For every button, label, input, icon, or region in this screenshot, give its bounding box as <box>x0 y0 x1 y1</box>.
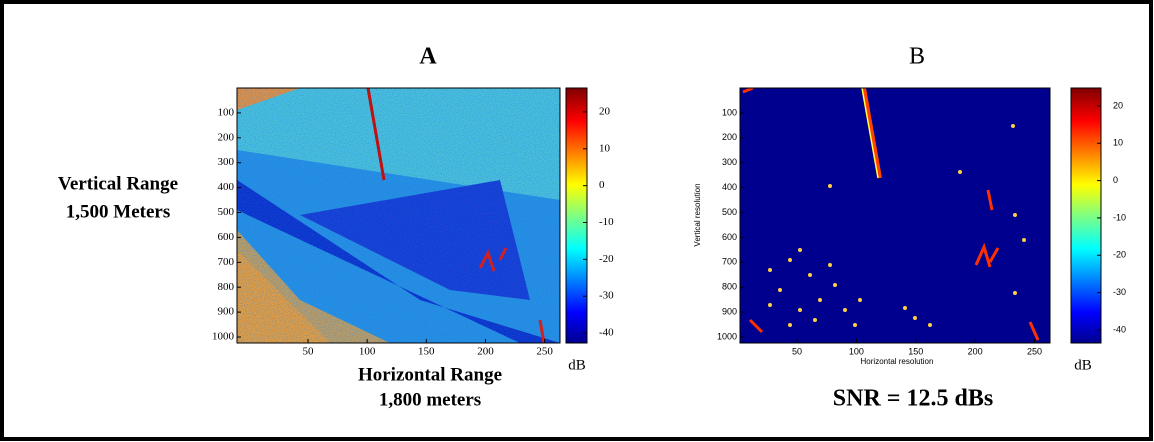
colorbar-unit: dB <box>568 357 586 373</box>
axes-box <box>236 87 561 344</box>
colorbar-tick-label: 20 <box>599 105 611 117</box>
row-label: 1,500 Meters <box>66 201 170 222</box>
y-tick-label: 100 <box>218 106 235 118</box>
colorbar-tick-label: 10 <box>1113 138 1123 148</box>
y-tick-label: 300 <box>218 156 235 168</box>
y-axis-label: Vertical resolution <box>693 183 702 246</box>
x-axis-label: Horizontal Range <box>358 364 502 385</box>
x-tick-label: 200 <box>968 346 983 356</box>
colorbar-tick-label: -10 <box>1113 212 1126 222</box>
colorbar-tick-label: -40 <box>1113 324 1126 334</box>
y-tick-label: 500 <box>218 206 235 218</box>
y-tick-label: 900 <box>722 306 737 316</box>
x-tick-label: 50 <box>792 346 802 356</box>
image-a <box>237 88 560 343</box>
x-tick-label: 50 <box>302 346 314 358</box>
y-tick-label: 500 <box>722 207 737 217</box>
x-tick-label: 100 <box>849 346 864 356</box>
x-axis-label: Horizontal resolution <box>861 357 934 366</box>
x-tick-label: 250 <box>1027 346 1042 356</box>
row-label: Vertical Range <box>58 173 178 194</box>
y-tick-label: 200 <box>722 132 737 142</box>
y-tick-label: 300 <box>722 157 737 167</box>
colorbar-tick-label: -40 <box>599 327 614 339</box>
x-tick-label: 100 <box>359 346 376 358</box>
y-tick-label: 400 <box>722 182 737 192</box>
x-tick-label: 250 <box>536 346 553 358</box>
colorbar-tick-label: -20 <box>1113 250 1126 260</box>
annotation: SNR = 12.5 dBs <box>833 386 993 412</box>
y-tick-label: 800 <box>722 282 737 292</box>
colorbar-tick-label: 0 <box>599 179 605 191</box>
y-tick-label: 1000 <box>717 331 737 341</box>
y-tick-label: 900 <box>218 306 235 318</box>
y-tick-label: 600 <box>722 232 737 242</box>
colorbar <box>565 87 588 344</box>
x-tick-label: 150 <box>418 346 435 358</box>
colorbar-tick-label: -30 <box>599 290 614 302</box>
colorbar-tick-label: -10 <box>599 216 614 228</box>
y-tick-label: 700 <box>722 257 737 267</box>
colorbar-tick-label: 10 <box>599 142 611 154</box>
x-axis-label: 1,800 meters <box>379 389 481 410</box>
image-b <box>740 88 1050 343</box>
colorbar <box>1070 87 1102 344</box>
colorbar-tick-label: -20 <box>599 253 614 265</box>
panel-title: A <box>419 44 437 70</box>
x-tick-label: 200 <box>477 346 494 358</box>
colorbar-unit: dB <box>1074 357 1092 373</box>
y-tick-label: 600 <box>218 231 235 243</box>
y-tick-label: 800 <box>218 281 235 293</box>
y-tick-label: 100 <box>722 107 737 117</box>
colorbar-tick-label: 0 <box>1113 175 1118 185</box>
y-tick-label: 700 <box>218 256 235 268</box>
axes-box <box>739 87 1051 344</box>
colorbar-tick-label: -30 <box>1113 287 1126 297</box>
y-tick-label: 200 <box>218 131 235 143</box>
colorbar-tick-label: 20 <box>1113 100 1123 110</box>
x-tick-label: 150 <box>908 346 923 356</box>
y-tick-label: 1000 <box>212 331 235 343</box>
panel-title: B <box>909 44 925 70</box>
y-tick-label: 400 <box>218 181 235 193</box>
